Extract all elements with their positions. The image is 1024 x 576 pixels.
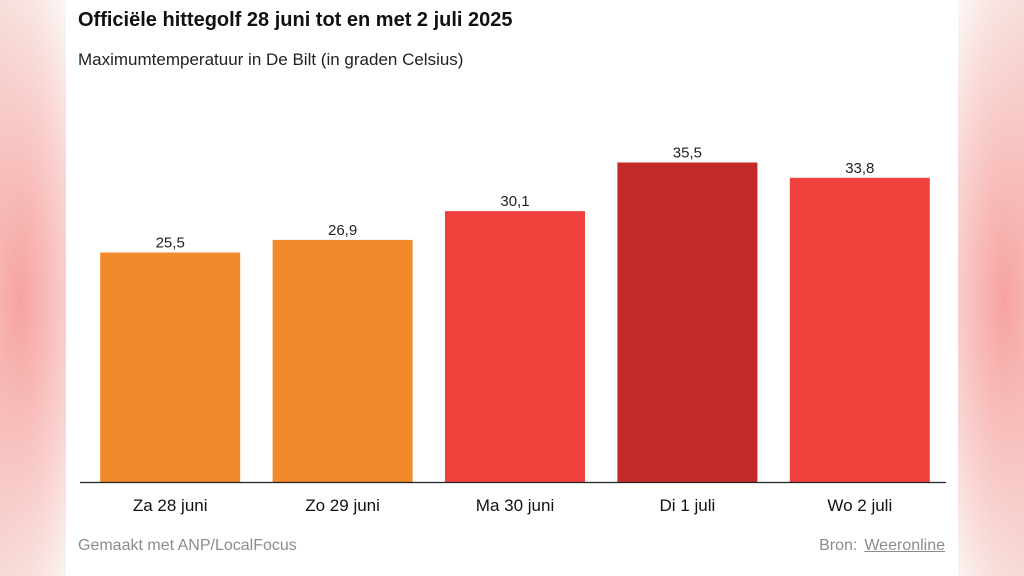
category-label-5: Wo 2 juli (827, 496, 892, 515)
data-label-2: 26,9 (328, 222, 357, 239)
source-label: Bron: (819, 537, 858, 554)
bar-2 (272, 239, 413, 482)
data-label-5: 33,8 (845, 160, 874, 177)
bar-1 (100, 252, 241, 482)
credit-text: Gemaakt met ANP/LocalFocus (78, 537, 297, 554)
source-line: Bron: Weeronline (819, 537, 945, 555)
bar-4 (617, 162, 758, 482)
bar-3 (445, 211, 585, 482)
category-label-1: Za 28 juni (133, 496, 208, 515)
data-label-3: 30,1 (500, 193, 529, 210)
category-label-3: Ma 30 juni (476, 496, 554, 515)
category-label-4: Di 1 juli (660, 496, 716, 515)
chart-subtitle: Maximumtemperatuur in De Bilt (in graden… (78, 50, 464, 69)
chart-title: Officiële hittegolf 28 juni tot en met 2… (78, 9, 513, 31)
bar-5 (789, 177, 930, 483)
category-label-2: Zo 29 juni (305, 496, 380, 515)
bar-chart: 25,5 Za 28 juni 26,9 Zo 29 juni 30,1 Ma 30 ju… (80, 145, 946, 515)
data-label-4: 35,5 (673, 145, 702, 162)
source-link[interactable]: Weeronline (864, 537, 945, 554)
chart-card: Officiële hittegolf 28 juni tot en met 2… (66, 0, 958, 576)
data-label-1: 25,5 (156, 235, 185, 252)
